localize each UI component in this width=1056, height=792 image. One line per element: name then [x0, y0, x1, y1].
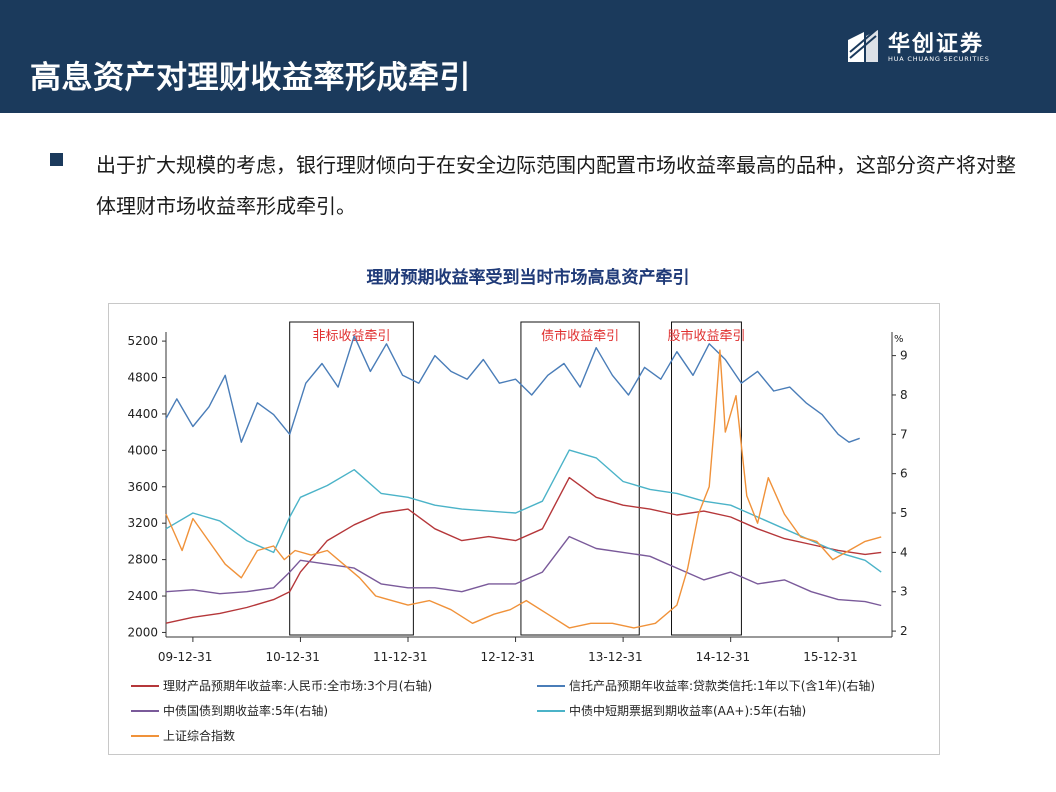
annotation-box [671, 321, 742, 636]
annotation-box [520, 321, 640, 636]
annotation-box-label: 债市收益牵引 [541, 328, 619, 344]
series-line [165, 476, 882, 624]
legend-label: 上证综合指数 [163, 728, 235, 743]
logo-name-cn: 华创证券 [888, 32, 985, 57]
left-axis-tick-label: 2800 [127, 553, 158, 567]
right-axis-tick-label: 8 [900, 388, 908, 402]
series-line [165, 349, 882, 629]
bullet-text: 出于扩大规模的考虑，银行理财倾向于在安全边际范围内配置市场收益率最高的品种，这部… [96, 153, 1016, 218]
left-axis-tick-label: 4400 [127, 407, 158, 421]
x-axis-tick-label: 15-12-31 [803, 650, 857, 664]
x-axis-tick-label: 12-12-31 [481, 650, 535, 664]
right-axis-unit: % [894, 334, 904, 345]
company-logo: 华创证券 HUA CHUANG SECURITIES [844, 26, 1024, 70]
left-axis-tick-label: 5200 [127, 334, 158, 348]
bullet-square-icon [50, 153, 63, 166]
left-axis-tick-label: 4000 [127, 443, 158, 457]
annotation-box-label: 非标收益牵引 [313, 329, 391, 344]
legend-label: 中债国债到期收益率:5年(右轴) [163, 703, 328, 718]
right-axis-tick-label: 4 [900, 545, 908, 559]
left-axis-tick-label: 2400 [127, 589, 158, 603]
legend-label: 中债中短期票据到期收益率(AA+):5年(右轴) [569, 703, 806, 718]
x-axis-tick-label: 09-12-31 [158, 650, 212, 664]
header-bar: 高息资产对理财收益率形成牵引 华创证券 HUA CHUANG SECURITIE… [0, 0, 1056, 113]
annotation-box-label: 股市收益牵引 [667, 328, 745, 344]
left-axis-tick-label: 3200 [127, 516, 158, 530]
right-axis-tick-label: 7 [900, 427, 908, 441]
legend-label: 理财产品预期年收益率:人民币:全市场:3个月(右轴) [163, 678, 432, 693]
series-line [165, 535, 882, 607]
right-axis-tick-label: 6 [900, 467, 908, 481]
chart-container: 2000 2400 2800 3200 3600 4000 4400 4800 5200 2 3 4 5… [108, 303, 940, 755]
logo-name-en: HUA CHUANG SECURITIES [888, 55, 990, 63]
page-title: 高息资产对理财收益率形成牵引 [30, 60, 471, 96]
x-axis-tick-label: 13-12-31 [588, 650, 642, 664]
left-axis-tick-label: 4800 [127, 371, 158, 385]
left-axis-tick-label: 2000 [127, 625, 158, 639]
x-axis-tick-label: 14-12-31 [696, 650, 750, 664]
series-line [165, 449, 882, 573]
annotation-box [289, 321, 414, 636]
right-axis-tick-label: 5 [900, 506, 908, 520]
right-axis-tick-label: 2 [900, 624, 908, 638]
chart-title: 理财预期收益率受到当时市场高息资产牵引 [366, 268, 690, 288]
x-axis-tick-label: 11-12-31 [373, 650, 427, 664]
left-axis-tick-label: 3600 [127, 480, 158, 494]
x-axis-tick-label: 10-12-31 [265, 650, 319, 664]
logo-mark-icon [848, 29, 878, 62]
legend-label: 信托产品预期年收益率:贷款类信托:1年以下(含1年)(右轴) [569, 678, 875, 693]
right-axis-tick-label: 9 [900, 349, 908, 363]
right-axis-tick-label: 3 [900, 585, 908, 599]
line-chart: 2000 2400 2800 3200 3600 4000 4400 4800 5200 2 3 4 5… [127, 321, 908, 743]
series-line [165, 335, 860, 443]
